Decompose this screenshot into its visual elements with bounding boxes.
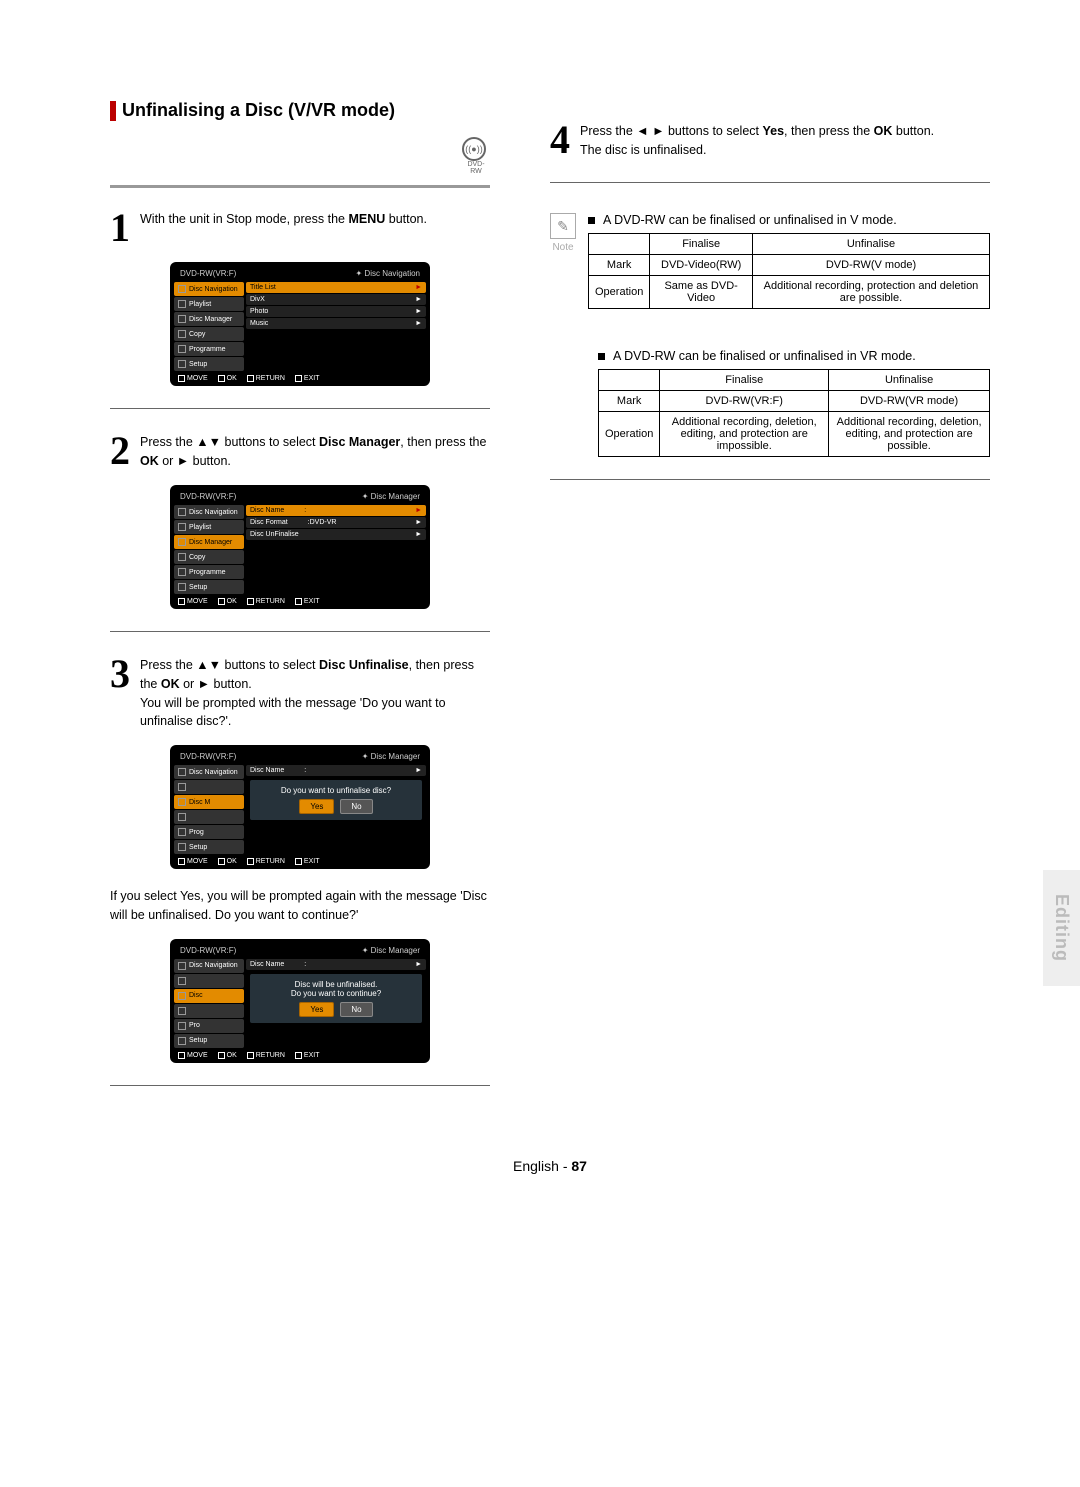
divider [110, 631, 490, 632]
step-text: Press the ▲▼ buttons to select Disc Unfi… [140, 654, 490, 731]
step-3-after: If you select Yes, you will be prompted … [110, 885, 490, 925]
osd-screenshot-1: DVD-RW(VR:F)✦ Disc NavigationDisc Naviga… [170, 262, 430, 386]
note-1: ✎ Note A DVD-RW can be finalised or unfi… [550, 213, 990, 309]
step-number: 1 [110, 208, 130, 248]
table-vr-mode: FinaliseUnfinaliseMarkDVD-RW(VR:F)DVD-RW… [598, 369, 990, 457]
step-text: Press the ◄ ► buttons to select Yes, the… [580, 120, 934, 160]
step-text: Press the ▲▼ buttons to select Disc Mana… [140, 431, 490, 471]
side-tab-editing: Editing [1043, 870, 1080, 986]
heading-marker [110, 101, 116, 121]
step-1: 1 With the unit in Stop mode, press the … [110, 208, 490, 248]
divider [550, 182, 990, 183]
osd-screenshot-4: DVD-RW(VR:F)✦ Disc ManagerDisc Navigatio… [170, 939, 430, 1063]
note-icon: ✎ [550, 213, 576, 239]
osd-screenshot-3: DVD-RW(VR:F)✦ Disc ManagerDisc Navigatio… [170, 745, 430, 869]
divider [110, 408, 490, 409]
heading-underline [110, 185, 490, 188]
step-number: 3 [110, 654, 130, 731]
note-1-text: A DVD-RW can be finalised or unfinalised… [588, 213, 990, 227]
osd-screenshot-2: DVD-RW(VR:F)✦ Disc ManagerDisc Navigatio… [170, 485, 430, 609]
step-number: 2 [110, 431, 130, 471]
divider [110, 1085, 490, 1086]
step-4: 4 Press the ◄ ► buttons to select Yes, t… [550, 120, 990, 160]
divider [550, 479, 990, 480]
heading-text: Unfinalising a Disc (V/VR mode) [122, 100, 395, 120]
step-3: 3 Press the ▲▼ buttons to select Disc Un… [110, 654, 490, 731]
disc-type-icon: ((●)) DVD-RW [462, 137, 490, 175]
table-v-mode: FinaliseUnfinaliseMarkDVD-Video(RW)DVD-R… [588, 233, 990, 309]
step-text: With the unit in Stop mode, press the ME… [140, 208, 427, 248]
note-label: Note [550, 242, 576, 253]
step-number: 4 [550, 120, 570, 160]
section-heading: Unfinalising a Disc (V/VR mode) [110, 100, 490, 131]
step-2: 2 Press the ▲▼ buttons to select Disc Ma… [110, 431, 490, 471]
note-2-text: A DVD-RW can be finalised or unfinalised… [598, 349, 990, 363]
page-footer: English - 87 [110, 1158, 990, 1174]
